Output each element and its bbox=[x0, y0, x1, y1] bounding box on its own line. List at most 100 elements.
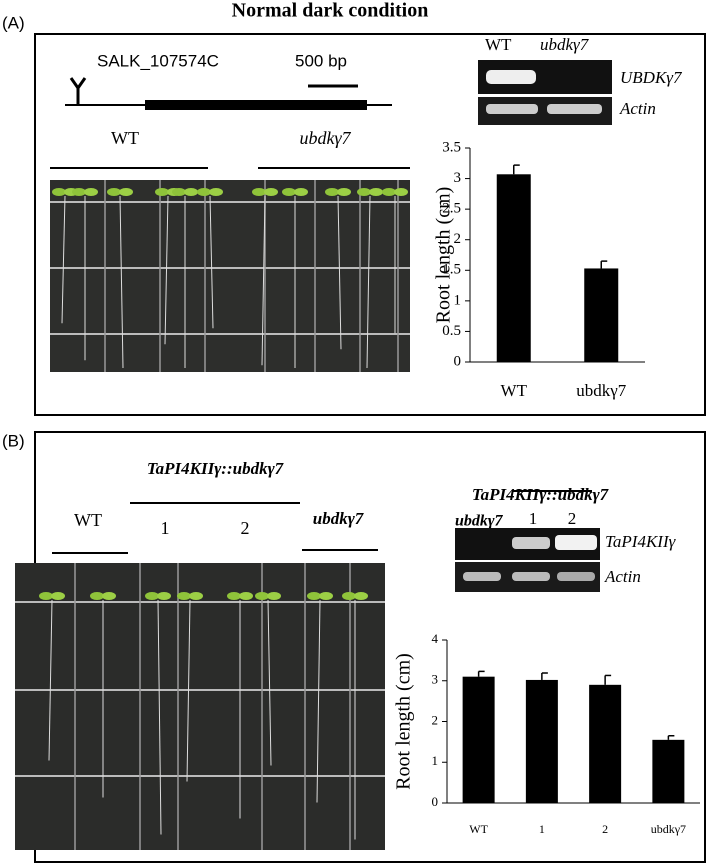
x-tick-label: 2 bbox=[602, 822, 608, 836]
y-tick-label: 2 bbox=[432, 712, 439, 727]
y-tick-label: 3 bbox=[432, 672, 439, 687]
x-tick-label: 1 bbox=[539, 822, 545, 836]
leaf bbox=[227, 592, 241, 600]
bar bbox=[589, 684, 622, 803]
y-tick-label: 2 bbox=[454, 231, 462, 247]
panel-frame bbox=[34, 33, 706, 416]
genotype-label: ubdkγ7 bbox=[313, 509, 365, 528]
gel-band bbox=[512, 537, 550, 549]
gel-row-label: Actin bbox=[604, 567, 641, 586]
seedling-photo bbox=[50, 180, 410, 372]
gene-exon bbox=[145, 100, 367, 110]
leaf bbox=[155, 188, 169, 196]
leaf bbox=[264, 188, 278, 196]
root bbox=[337, 195, 342, 350]
leaf bbox=[177, 592, 191, 600]
t-dna-insert bbox=[69, 77, 87, 105]
gel-band bbox=[486, 104, 538, 114]
y-tick-label: 0 bbox=[454, 353, 462, 369]
leaf bbox=[157, 592, 171, 600]
leaf bbox=[39, 592, 53, 600]
leaf bbox=[107, 188, 121, 196]
root bbox=[316, 599, 321, 803]
bar bbox=[652, 739, 685, 803]
y-tick-label: 1.5 bbox=[442, 262, 461, 278]
leaf bbox=[255, 592, 269, 600]
y-tick-label: 0.5 bbox=[442, 323, 461, 339]
root bbox=[61, 195, 66, 324]
genotype-label: WT bbox=[111, 128, 139, 148]
bar bbox=[584, 268, 619, 362]
genotype-label: WT bbox=[74, 510, 102, 530]
gel-lane-label: WT bbox=[485, 35, 512, 54]
gel-band bbox=[547, 104, 602, 114]
gel-band bbox=[557, 572, 595, 581]
x-tick-label: WT bbox=[469, 822, 488, 836]
gel-row-label: TaPI4KIIγ bbox=[605, 532, 677, 551]
gel-lane-label: ubdkγ7 bbox=[455, 513, 504, 530]
x-tick-label: WT bbox=[501, 381, 528, 400]
leaf bbox=[252, 188, 266, 196]
leaf bbox=[52, 188, 66, 196]
leaf bbox=[342, 592, 356, 600]
x-tick-label: ubdkγ7 bbox=[576, 381, 627, 400]
leaf bbox=[189, 592, 203, 600]
leaf bbox=[357, 188, 371, 196]
leaf bbox=[84, 188, 98, 196]
panel-label: (A) bbox=[2, 13, 25, 32]
gel-band bbox=[555, 535, 597, 550]
root bbox=[119, 195, 124, 369]
y-tick-label: 3 bbox=[454, 170, 462, 186]
x-tick-label: ubdkγ7 bbox=[651, 822, 686, 836]
root bbox=[186, 599, 191, 782]
leaf bbox=[325, 188, 339, 196]
leaf bbox=[197, 188, 211, 196]
bar bbox=[496, 174, 531, 362]
panel-label: (B) bbox=[2, 431, 25, 450]
leaf bbox=[119, 188, 133, 196]
leaf bbox=[282, 188, 296, 196]
leaf bbox=[394, 188, 408, 196]
gel-lane-label: ubdkγ7 bbox=[540, 35, 590, 54]
y-axis-label: Root length (cm) bbox=[393, 653, 415, 790]
y-tick-label: 1 bbox=[454, 292, 462, 308]
root bbox=[48, 599, 53, 761]
bar bbox=[462, 676, 495, 803]
leaf bbox=[337, 188, 351, 196]
gel-lane-label: 1 bbox=[529, 509, 538, 528]
genotype-label: 1 bbox=[161, 518, 170, 538]
genotype-label: ubdkγ7 bbox=[299, 128, 351, 148]
y-tick-label: 3.5 bbox=[442, 139, 461, 155]
leaf bbox=[145, 592, 159, 600]
seedling-photo bbox=[15, 563, 385, 850]
y-axis-label: Root length (cm) bbox=[433, 187, 455, 324]
root bbox=[157, 599, 162, 835]
gel-row-label: UBDKγ7 bbox=[620, 68, 683, 87]
y-tick-label: 1 bbox=[432, 753, 439, 768]
leaf bbox=[239, 592, 253, 600]
leaf bbox=[209, 188, 223, 196]
leaf bbox=[184, 188, 198, 196]
construct-label: TaPI4KIIγ::ubdkγ7 bbox=[147, 459, 285, 478]
scale-label: 500 bp bbox=[295, 51, 347, 70]
root bbox=[261, 195, 266, 366]
gel-band bbox=[486, 70, 536, 84]
gel-construct-label: TaPI4KIIγ::ubdkγ7 bbox=[472, 485, 610, 504]
root bbox=[209, 195, 214, 329]
gel-lane-label: 2 bbox=[568, 509, 577, 528]
leaf bbox=[102, 592, 116, 600]
figure-title: Normal dark condition bbox=[232, 0, 429, 22]
insertion-label: SALK_107574C bbox=[97, 51, 219, 70]
root bbox=[366, 195, 371, 369]
leaf bbox=[319, 592, 333, 600]
leaf bbox=[307, 592, 321, 600]
leaf bbox=[72, 188, 86, 196]
bar bbox=[525, 679, 558, 803]
gel-row-label: Actin bbox=[619, 99, 656, 118]
leaf bbox=[267, 592, 281, 600]
root bbox=[164, 195, 169, 345]
leaf bbox=[354, 592, 368, 600]
y-tick-label: 0 bbox=[432, 794, 439, 809]
gel-band bbox=[512, 572, 550, 581]
